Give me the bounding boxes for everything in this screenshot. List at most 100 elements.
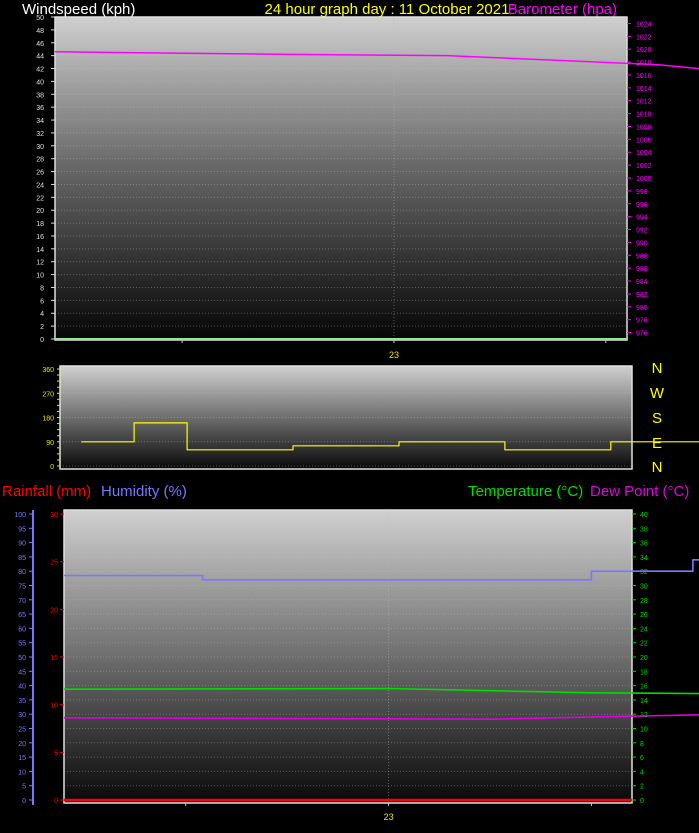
compass-label-west: W <box>650 385 665 402</box>
windspeed-tick-label: 48 <box>36 28 44 35</box>
barometer-axis-title: Barometer (hpa) <box>508 1 617 18</box>
humidity-tick-label: 60 <box>18 626 26 633</box>
windspeed-tick-label: 24 <box>36 182 44 189</box>
humidity-tick-label: 75 <box>18 584 26 591</box>
barometer-tick-label: 978 <box>636 318 648 325</box>
humidity-axis-title: Humidity (%) <box>101 483 187 500</box>
dewpoint-axis-title: Dew Point (°C) <box>590 483 689 500</box>
barometer-tick-label: 1022 <box>636 34 652 41</box>
temperature-tick-label: 4 <box>640 769 644 776</box>
barometer-tick-label: 1006 <box>636 137 652 144</box>
plot-area <box>59 365 633 470</box>
windspeed-tick-label: 10 <box>36 273 44 280</box>
temperature-tick-label: 38 <box>640 526 648 533</box>
temperature-tick-label: 26 <box>640 612 648 619</box>
temperature-tick-label: 28 <box>640 598 648 605</box>
temperature-tick-label: 18 <box>640 669 648 676</box>
temperature-tick-label: 32 <box>640 569 648 576</box>
humidity-tick-label: 50 <box>18 655 26 662</box>
windspeed-tick-label: 8 <box>40 285 44 292</box>
temperature-tick-label: 8 <box>640 741 644 748</box>
humidity-tick-label: 35 <box>18 698 26 705</box>
windspeed-tick-label: 20 <box>36 208 44 215</box>
humidity-tick-label: 45 <box>18 669 26 676</box>
humidity-tick-label: 40 <box>18 684 26 691</box>
humidity-tick-label: 85 <box>18 555 26 562</box>
temperature-tick-label: 14 <box>640 698 648 705</box>
windspeed-tick-label: 34 <box>36 118 44 125</box>
wind-direction-tick-label: 360 <box>42 367 54 374</box>
barometer-tick-label: 1002 <box>636 163 652 170</box>
windspeed-tick-label: 40 <box>36 79 44 86</box>
rainfall-tick-label: 15 <box>50 655 58 662</box>
temperature-tick-label: 36 <box>640 541 648 548</box>
windspeed-tick-label: 38 <box>36 92 44 99</box>
temperature-axis-title: Temperature (°C) <box>468 483 583 500</box>
barometer-tick-label: 996 <box>636 202 648 209</box>
windspeed-tick-label: 44 <box>36 54 44 61</box>
windspeed-tick-label: 14 <box>36 247 44 254</box>
x-tick-label: 23 <box>384 812 394 822</box>
wind-direction-tick-label: 0 <box>50 464 54 471</box>
barometer-tick-label: 988 <box>636 253 648 260</box>
windspeed-tick-label: 22 <box>36 195 44 202</box>
humidity-tick-label: 25 <box>18 727 26 734</box>
temperature-tick-label: 20 <box>640 655 648 662</box>
humidity-tick-label: 30 <box>18 712 26 719</box>
windspeed-axis-title: Windspeed (kph) <box>22 1 135 18</box>
barometer-tick-label: 1000 <box>636 176 652 183</box>
barometer-tick-label: 992 <box>636 228 648 235</box>
temperature-tick-label: 6 <box>640 755 644 762</box>
humidity-tick-label: 65 <box>18 612 26 619</box>
windspeed-tick-label: 46 <box>36 41 44 48</box>
temperature-tick-label: 16 <box>640 684 648 691</box>
temperature-tick-label: 2 <box>640 784 644 791</box>
windspeed-tick-label: 2 <box>40 324 44 331</box>
windspeed-tick-label: 12 <box>36 260 44 267</box>
humidity-tick-label: 55 <box>18 641 26 648</box>
plot-area <box>54 16 628 341</box>
humidity-tick-label: 0 <box>22 798 26 805</box>
humidity-tick-label: 100 <box>14 512 26 519</box>
compass-label-south: S <box>652 410 662 427</box>
barometer-tick-label: 1008 <box>636 124 652 131</box>
humidity-tick-label: 80 <box>18 569 26 576</box>
humidity-tick-label: 15 <box>18 755 26 762</box>
compass-label-north-bottom: N <box>652 459 663 476</box>
windspeed-tick-label: 16 <box>36 234 44 241</box>
humidity-tick-label: 90 <box>18 541 26 548</box>
barometer-tick-label: 976 <box>636 331 648 338</box>
windspeed-tick-label: 6 <box>40 298 44 305</box>
windspeed-tick-label: 28 <box>36 157 44 164</box>
compass-label-east: E <box>652 435 662 452</box>
barometer-tick-label: 1016 <box>636 73 652 80</box>
wind-direction-tick-label: 270 <box>42 391 54 398</box>
barometer-tick-label: 990 <box>636 240 648 247</box>
windspeed-tick-label: 18 <box>36 221 44 228</box>
barometer-tick-label: 1020 <box>636 47 652 54</box>
humidity-tick-label: 10 <box>18 769 26 776</box>
windspeed-tick-label: 32 <box>36 131 44 138</box>
graph-title: 24 hour graph day : 11 October 2021 <box>265 1 510 18</box>
windspeed-tick-label: 42 <box>36 67 44 74</box>
temperature-tick-label: 22 <box>640 641 648 648</box>
barometer-tick-label: 980 <box>636 305 648 312</box>
barometer-tick-label: 1004 <box>636 150 652 157</box>
rainfall-axis-title: Rainfall (mm) <box>2 483 91 500</box>
rainfall-tick-label: 30 <box>50 512 58 519</box>
barometer-tick-label: 1014 <box>636 86 652 93</box>
humidity-tick-label: 95 <box>18 526 26 533</box>
x-tick-label: 23 <box>389 350 399 360</box>
barometer-tick-label: 984 <box>636 279 648 286</box>
wind-direction-tick-label: 180 <box>42 416 54 423</box>
barometer-tick-label: 994 <box>636 215 648 222</box>
barometer-tick-label: 1012 <box>636 99 652 106</box>
rainfall-tick-label: 25 <box>50 560 58 567</box>
temperature-tick-label: 0 <box>640 798 644 805</box>
rainfall-tick-label: 10 <box>50 703 58 710</box>
windspeed-tick-label: 36 <box>36 105 44 112</box>
temperature-tick-label: 40 <box>640 512 648 519</box>
rainfall-tick-label: 20 <box>50 607 58 614</box>
